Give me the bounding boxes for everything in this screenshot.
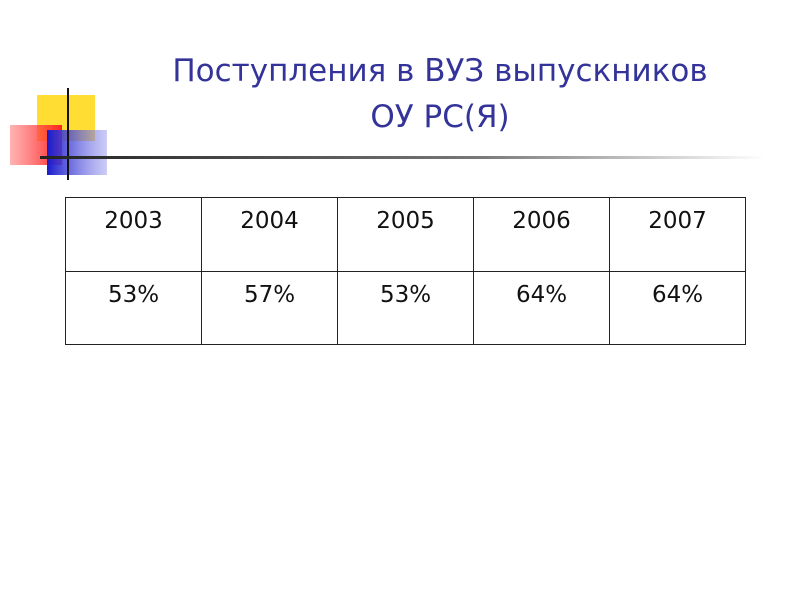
horizontal-rule	[40, 156, 765, 159]
table-cell: 57%	[201, 270, 338, 345]
table-row: 53% 57% 53% 64% 64%	[65, 270, 746, 345]
table-cell: 53%	[65, 270, 202, 345]
table-cell: 64%	[473, 270, 610, 345]
table-cell: 2006	[473, 197, 610, 272]
table-cell: 53%	[337, 270, 474, 345]
data-table: 2003 2004 2005 2006 2007 53% 57% 53% 64% 64%	[65, 197, 746, 345]
table-cell: 2007	[609, 197, 746, 272]
title-line: ОУ РС(Я)	[370, 99, 510, 135]
table-cell: 2004	[201, 197, 338, 272]
table-cell: 2005	[337, 197, 474, 272]
table-row: 2003 2004 2005 2006 2007	[65, 197, 746, 272]
title-line: Поступления в ВУЗ выпускников	[172, 53, 708, 89]
slide-title: Поступления в ВУЗ выпускников ОУ РС(Я)	[120, 48, 760, 140]
table-cell: 64%	[609, 270, 746, 345]
blue-square	[47, 130, 107, 175]
table-cell: 2003	[65, 197, 202, 272]
